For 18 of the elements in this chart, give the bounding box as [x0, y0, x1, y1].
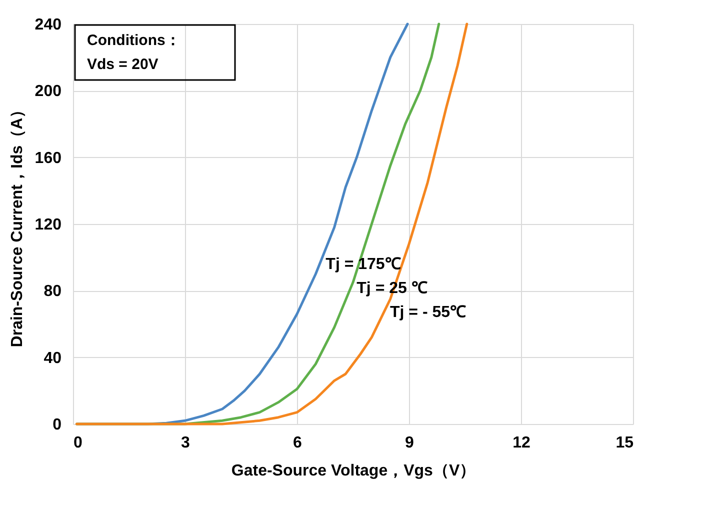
y-axis-title: Drain-Source Current，Ids（A） [8, 102, 26, 348]
series-label: Tj = - 55℃ [390, 304, 466, 321]
annotation: Vds = 20V [87, 56, 158, 73]
y-tick-label: 0 [52, 416, 62, 434]
x-tick-label: 3 [181, 434, 190, 452]
y-tick-label: 40 [44, 350, 62, 367]
x-tick-label: 12 [512, 434, 530, 452]
x-tick-label: 6 [293, 434, 302, 452]
y-tick-label: 80 [44, 283, 62, 300]
x-tick-label: 0 [74, 434, 82, 452]
x-axis-title: Gate-Source Voltage，Vgs（V） [231, 462, 476, 480]
y-tick-label: 200 [34, 83, 62, 100]
y-tick-label: 160 [34, 150, 62, 167]
x-tick-label: 15 [616, 434, 634, 452]
y-tick-label: 240 [34, 16, 62, 34]
annotation: Conditions： [87, 32, 180, 49]
x-tick-label: 9 [405, 434, 414, 452]
y-tick-label: 120 [34, 216, 62, 234]
